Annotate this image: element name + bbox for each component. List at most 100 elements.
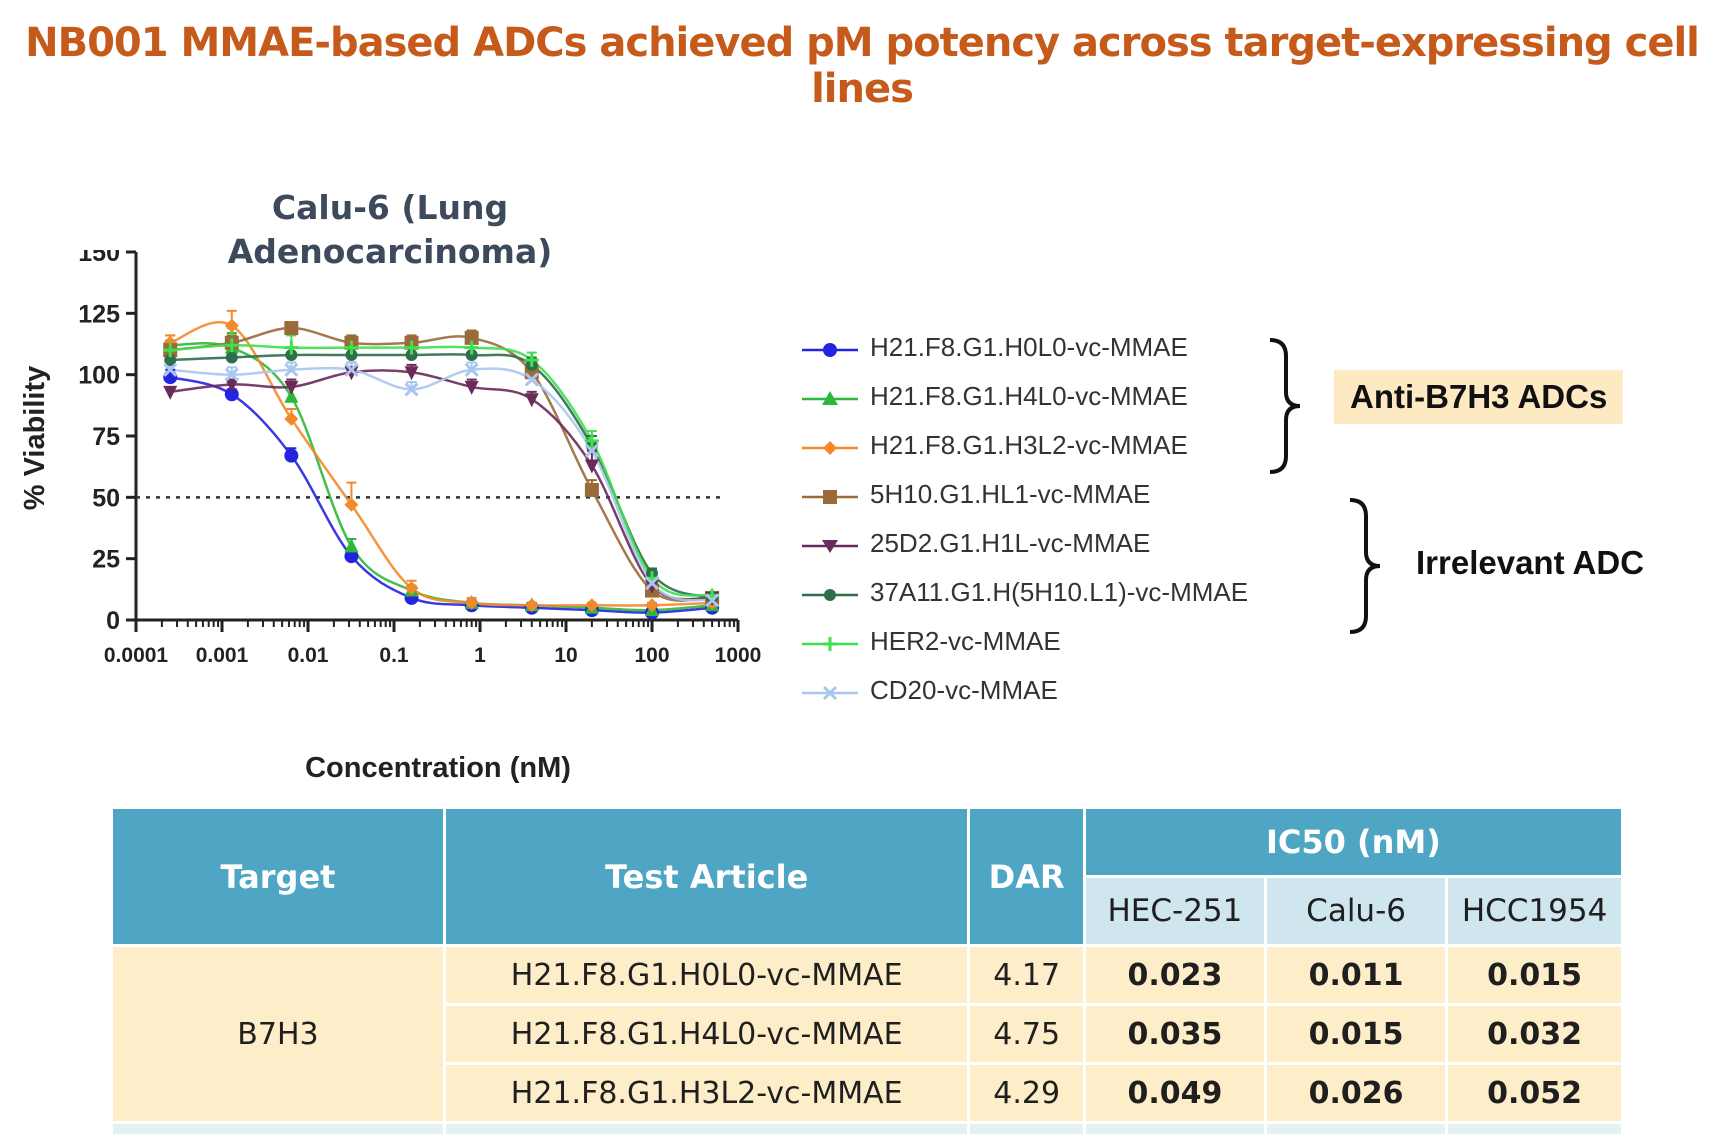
legend-swatch	[802, 685, 858, 701]
ic50-cell: 0.015	[1263, 1003, 1449, 1065]
header-dar: DAR	[967, 806, 1086, 947]
header-cell-line: HEC-251	[1082, 875, 1268, 947]
data-point	[344, 549, 359, 564]
legend-swatch	[802, 343, 858, 357]
data-point	[645, 579, 659, 594]
data-point	[224, 387, 239, 402]
legend-label: H21.F8.G1.H0L0-vc-MMAE	[870, 332, 1188, 362]
data-point	[524, 393, 539, 408]
x-tick-label: 0.01	[288, 644, 329, 667]
data-point	[224, 367, 239, 382]
data-point	[284, 411, 299, 426]
data-point	[163, 362, 178, 377]
data-point	[404, 581, 419, 596]
data-point	[645, 598, 659, 613]
data-point	[224, 338, 239, 353]
article-cell: H21.F8.G1.H3L2-vc-MMAE	[442, 1062, 971, 1124]
legend-item: H21.F8.G1.H0L0-vc-MMAE	[800, 330, 1320, 370]
data-point	[163, 343, 178, 358]
ic50-cell: 0.026	[1263, 1062, 1449, 1124]
data-point	[344, 497, 359, 512]
legend-item: CD20-vc-MMAE	[800, 673, 1320, 713]
fit-curve	[169, 375, 713, 614]
y-tick-label: 0	[106, 607, 120, 635]
data-point	[644, 576, 660, 591]
data-point	[464, 340, 479, 355]
header-target: Target	[110, 806, 446, 947]
y-tick-label: 50	[92, 484, 120, 512]
data-point	[524, 352, 539, 367]
chart-title: Calu-6 (Lung Adenocarcinoma)	[227, 188, 553, 271]
x-tick-label: 0.0001	[104, 644, 169, 667]
fit-curve	[170, 326, 713, 602]
legend-label: 37A11.G1.H(5H10.L1)-vc-MMAE	[870, 577, 1249, 607]
dar-cell: 4.29	[967, 1062, 1086, 1124]
header-cell-line: Calu-6	[1263, 875, 1449, 947]
x-axis-label: Concentration (nM)	[305, 752, 571, 784]
x-tick-label: 10	[554, 644, 577, 667]
chart-axes: 0 25 50 75 100 125 150 0.0001 0.001 0.01 0.1 1 10 100…	[78, 250, 761, 667]
legend-item: 25D2.G1.H1L-vc-MMAE	[800, 526, 1320, 566]
legend-swatch	[802, 540, 858, 553]
data-point	[164, 353, 177, 366]
legend-item: 5H10.G1.HL1-vc-MMAE	[800, 477, 1320, 517]
data-point	[284, 362, 299, 377]
data-point	[524, 372, 539, 387]
fit-curve	[170, 342, 713, 612]
table-row: H21.F8.G1.H3L2-vc-MMAE 4.29 0.049 0.026 …	[112, 1062, 1624, 1124]
header-ic50: IC50 (nM)	[1082, 806, 1625, 878]
article-cell: H21.F8.G1.H0L0-vc-MMAE	[442, 944, 971, 1006]
data-point	[284, 321, 299, 336]
data-point	[404, 382, 419, 397]
y-tick-label: 125	[78, 300, 120, 328]
dar-cell: 4.17	[967, 944, 1086, 1006]
data-point	[224, 378, 239, 393]
data-point	[584, 598, 599, 613]
header-cell-line: HCC1954	[1445, 875, 1624, 947]
data-points	[163, 318, 720, 620]
legend-label: H21.F8.G1.H3L2-vc-MMAE	[870, 430, 1188, 460]
ic50-cell: 0.032	[1445, 1003, 1624, 1065]
x-tick-label: 100	[634, 644, 669, 667]
bracket-irrelevant	[1349, 498, 1381, 634]
legend-label: HER2-vc-MMAE	[870, 626, 1061, 656]
data-point	[464, 330, 479, 345]
x-tick-label: 0.001	[196, 644, 249, 667]
data-point	[163, 385, 178, 400]
ic50-cell: 0.052	[1445, 1062, 1624, 1124]
data-point	[584, 459, 599, 474]
ic50-cell: 0.049	[1082, 1062, 1268, 1124]
target-cell: B7H3	[110, 944, 446, 1124]
y-tick-label: 25	[92, 546, 120, 574]
data-point	[163, 370, 178, 385]
data-point	[464, 380, 479, 395]
legend-swatch	[802, 490, 858, 504]
data-point	[225, 351, 238, 364]
group-label-anti-b7h3: Anti-B7H3 ADCs	[1334, 370, 1624, 424]
y-tick-label: 75	[92, 423, 120, 451]
fit-curves	[169, 321, 713, 614]
data-point	[284, 448, 299, 463]
data-point	[344, 366, 359, 381]
y-tick-label: 150	[78, 250, 120, 267]
data-point	[404, 340, 419, 355]
legend-swatch	[802, 637, 858, 651]
x-tick-label: 1000	[715, 644, 762, 667]
data-point	[284, 380, 299, 395]
page-title: NB001 MMAE-based ADCs achieved pM potenc…	[25, 20, 1700, 112]
group-label-irrelevant: Irrelevant ADC	[1416, 544, 1645, 581]
ic50-table: Target Test Article DAR IC50 (nM) HEC-25…	[110, 806, 1625, 1137]
data-point	[344, 538, 359, 553]
x-tick-label: 0.1	[379, 644, 409, 667]
legend-swatch	[802, 589, 858, 601]
data-point	[405, 349, 418, 362]
legend-label: H21.F8.G1.H4L0-vc-MMAE	[870, 381, 1188, 411]
legend-label: 5H10.G1.HL1-vc-MMAE	[870, 479, 1151, 509]
fit-curve	[170, 366, 713, 602]
legend-label: 25D2.G1.H1L-vc-MMAE	[870, 528, 1151, 558]
bracket-anti-b7h3	[1269, 338, 1301, 474]
viability-chart: 0 25 50 75 100 125 150 0.0001 0.001 0.01 0.1 1 10 100…	[19, 250, 761, 784]
data-point	[345, 349, 358, 362]
ic50-cell: 0.035	[1082, 1003, 1268, 1065]
fit-curve	[170, 343, 713, 597]
